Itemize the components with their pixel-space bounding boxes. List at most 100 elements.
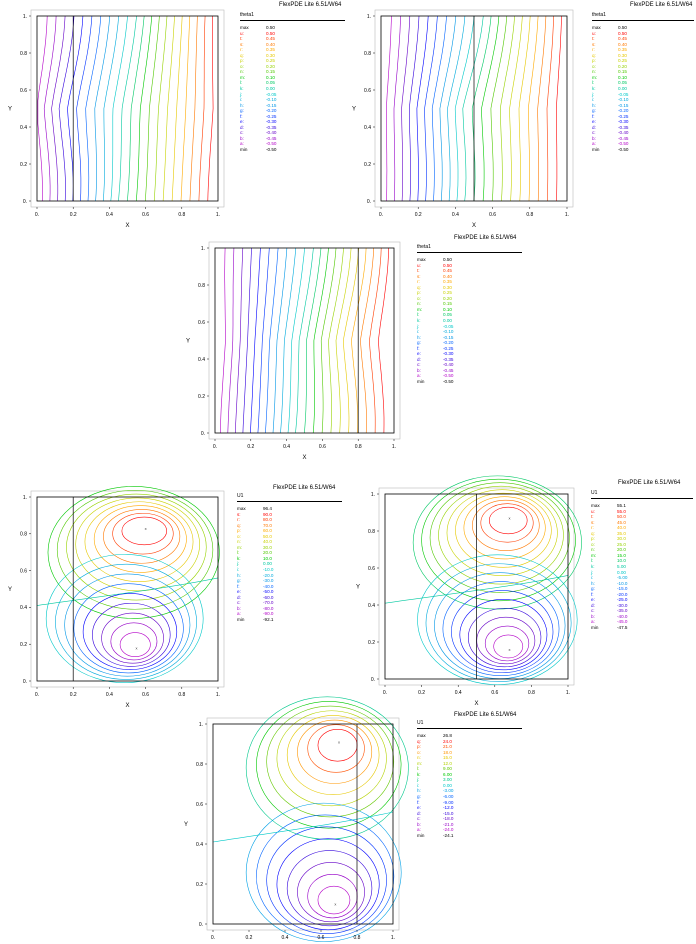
legend-key: min (240, 147, 248, 153)
legend-value: 0.45 (618, 36, 627, 42)
legend-row: f: -0.25 (592, 114, 694, 120)
legend-value: 18.0 (443, 749, 452, 755)
legend-value: 0.40 (618, 41, 627, 47)
software-header: FlexPDE Lite 6.51/W64 (454, 712, 517, 718)
legend-row: f: -40.0 (237, 584, 342, 590)
legend-row: c: -18.0 (417, 816, 522, 822)
legend-row: max 0.50 (417, 257, 522, 263)
legend-value: -10.0 (263, 567, 274, 573)
legend-value: -18.0 (443, 816, 454, 822)
legend-key: l: (591, 558, 594, 564)
legend-value: 90.0 (263, 511, 272, 517)
legend-value: 0.00 (266, 86, 275, 92)
legend-key: u: (417, 262, 421, 268)
legend-row: h: -10.0 (591, 581, 693, 587)
contour-line (153, 15, 168, 202)
legend-key: b: (417, 367, 421, 373)
legend-key: c: (237, 600, 241, 606)
legend-key: i: (237, 567, 240, 573)
legend-key: b: (417, 821, 421, 827)
legend-rule (240, 20, 345, 21)
legend-value: 0.35 (443, 279, 452, 285)
contour-line (250, 247, 261, 434)
contour-line (351, 247, 367, 434)
y-tick-label: 1. (199, 722, 203, 728)
legend-value: 10.0 (263, 555, 272, 561)
legend-key: k: (240, 86, 244, 92)
y-tick-label: 0.2 (198, 394, 205, 400)
legend-value: 0.50 (266, 25, 275, 30)
legend-row: q: 0.30 (240, 53, 345, 59)
legend-row: s: 45.0 (591, 520, 693, 526)
legend-key: i: (417, 782, 420, 788)
contour-lines (212, 696, 409, 942)
contour-legend: U1 max 55.1 u: 55.0 t: 50.0 s: 45.0 r: 40.0 q: 35.0 p… (591, 490, 693, 631)
contour-lines (384, 475, 582, 685)
legend-row: q: 0.30 (592, 53, 694, 59)
legend-row: b: -0.45 (240, 136, 345, 142)
legend-row: s: 0.40 (240, 42, 345, 48)
legend-row: r: 0.35 (240, 47, 345, 53)
legend-value: -0.10 (443, 329, 454, 335)
legend-row: f: -9.00 (417, 800, 522, 806)
legend-key: d: (592, 124, 596, 130)
legend-value: -0.40 (266, 130, 277, 136)
legend-row: l: 10.0 (591, 558, 693, 564)
y-tick-label: 0.4 (20, 125, 27, 131)
contour-line (416, 15, 429, 202)
legend-key: j: (240, 91, 243, 97)
legend-rule (417, 252, 522, 253)
software-header: FlexPDE Lite 6.51/W64 (454, 235, 517, 241)
contour-line (103, 509, 181, 564)
legend-value: -35.0 (617, 608, 628, 614)
legend-key: e: (591, 597, 595, 603)
legend-key: a: (417, 373, 421, 379)
legend-key: o: (240, 63, 244, 69)
contour-line (408, 15, 420, 202)
legend-key: q: (592, 52, 596, 58)
legend-row: j: 3.00 (417, 777, 522, 783)
x-tick-label: 0. (35, 692, 39, 698)
legend-key: p: (591, 536, 595, 542)
legend-row: d: -60.0 (237, 595, 342, 601)
legend-row: f: -0.25 (240, 114, 345, 120)
legend-key: j: (592, 91, 595, 97)
legend-key: t: (592, 36, 595, 42)
legend-key: a: (417, 827, 421, 833)
contour-line (439, 15, 457, 202)
y-tick-label: 0.4 (20, 605, 27, 611)
contour-line (369, 247, 382, 434)
legend-value: -0.25 (443, 345, 454, 351)
legend-value: 40.0 (263, 539, 272, 545)
contour-line (227, 247, 235, 434)
legend-key: r: (591, 525, 594, 531)
legend-value: -0.45 (266, 135, 277, 141)
y-axis-label: Y (8, 587, 12, 593)
legend-key: n: (240, 69, 244, 75)
legend-row: u: 0.50 (240, 31, 345, 37)
legend-value: -45.0 (617, 619, 628, 625)
contour-line (307, 724, 365, 773)
legend-row: max 0.50 (592, 25, 694, 31)
y-tick-label: 1. (23, 14, 27, 20)
y-tick-label: 0. (199, 922, 203, 928)
legend-key: f: (240, 113, 243, 119)
y-tick-label: 0.6 (364, 88, 371, 94)
legend-row: i: -0.10 (240, 97, 345, 103)
contour-line (73, 583, 184, 674)
legend-row: s: 0.40 (417, 274, 522, 280)
legend-value: -0.20 (618, 108, 629, 114)
legend-key: o: (417, 749, 421, 755)
contour-line (256, 701, 402, 829)
legend-row: q: 70.0 (237, 523, 342, 529)
legend-key: u: (591, 508, 595, 514)
y-tick-label: 0. (371, 677, 375, 683)
legend-row: d: -0.35 (592, 125, 694, 131)
y-tick-label: 0.6 (20, 88, 27, 94)
legend-value: -0.05 (266, 91, 277, 97)
legend-value: -0.35 (266, 124, 277, 130)
legend-value: 96.4 (263, 506, 272, 511)
contour-line (92, 602, 171, 667)
legend-row: e: -0.30 (592, 119, 694, 125)
legend-key: s: (591, 519, 595, 525)
